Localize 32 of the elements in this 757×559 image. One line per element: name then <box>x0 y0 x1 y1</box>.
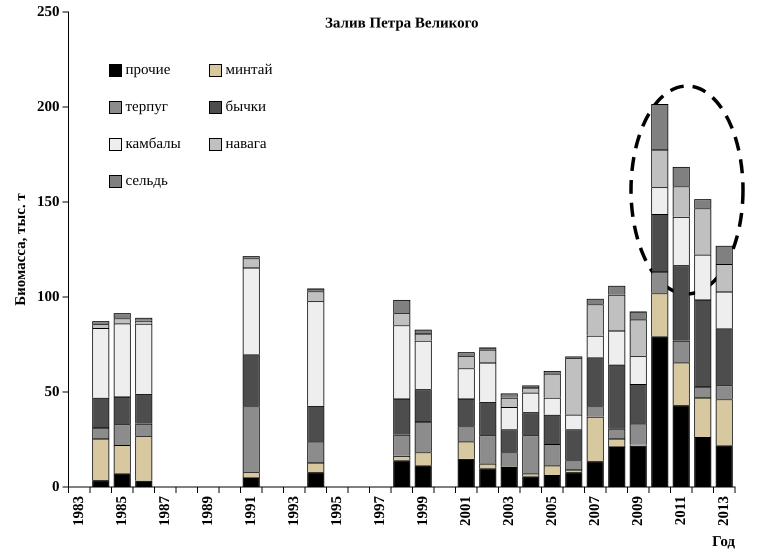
y-tick-label: 200 <box>37 98 60 115</box>
x-tick-label: 2013 <box>716 496 732 526</box>
legend-label: навага <box>226 136 267 153</box>
y-tick-label: 150 <box>37 194 60 210</box>
y-axis-title: Биомасса, тыс. т <box>12 192 29 306</box>
x-tick-label: 2003 <box>501 496 518 526</box>
y-tick-label: 50 <box>44 384 60 400</box>
x-tick-label: 1997 <box>372 496 388 526</box>
legend-label: прочие <box>126 62 170 79</box>
x-tick-label: 2001 <box>458 496 474 526</box>
x-tick-label: 1987 <box>157 496 174 526</box>
y-tick-label: 250 <box>37 4 60 20</box>
x-tick-label: 2011 <box>673 496 690 526</box>
legend-label: бычки <box>226 99 266 116</box>
x-tick-label: 2007 <box>587 496 604 526</box>
legend-label: сельдь <box>126 173 168 190</box>
x-tick-label: 1983 <box>71 496 88 526</box>
legend-label: терпуг <box>126 99 168 116</box>
x-tick-label: 1993 <box>286 496 302 526</box>
legend-label: камбалы <box>126 136 181 153</box>
y-tick-label: 0 <box>52 478 60 495</box>
y-tick-label: 100 <box>37 288 60 305</box>
x-tick-label: 2005 <box>544 496 560 526</box>
x-tick-label: 2009 <box>630 496 646 526</box>
x-tick-label: 1989 <box>200 496 216 526</box>
x-tick-label: 1995 <box>329 496 346 526</box>
x-tick-label: 1985 <box>114 496 130 526</box>
legend-label: минтай <box>226 62 272 79</box>
x-axis-title: Год <box>712 534 736 550</box>
x-tick-label: 1991 <box>243 496 260 526</box>
chart-title: Залив Петра Великого <box>324 15 479 32</box>
x-tick-label: 1999 <box>415 496 432 526</box>
